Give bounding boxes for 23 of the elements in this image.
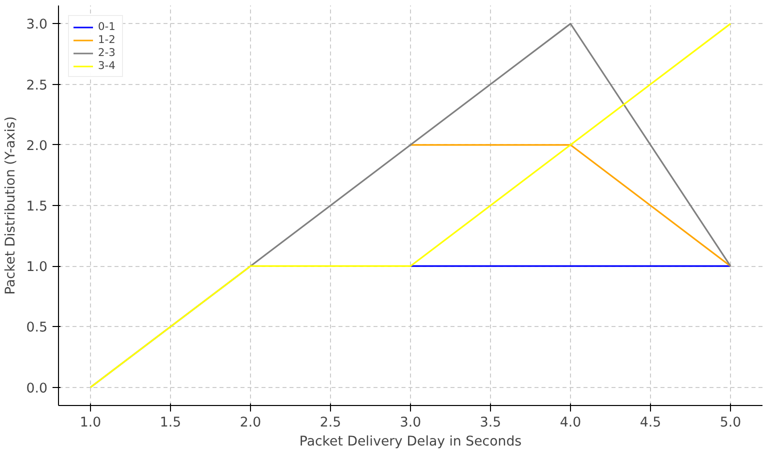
legend-label: 1-2 — [98, 33, 116, 46]
y-axis-title: Packet Distribution (Y-axis) — [3, 116, 18, 295]
x-tick-label: 5.0 — [720, 416, 742, 430]
x-tick-label: 2.0 — [240, 416, 262, 430]
x-tick-label: 4.5 — [640, 416, 662, 430]
y-tick-label: 0.5 — [26, 320, 48, 336]
y-tick-label: 1.0 — [26, 260, 48, 276]
y-tick-label: 1.5 — [26, 200, 48, 214]
y-tick-label: 0.0 — [26, 381, 48, 396]
x-tick-label: 2.5 — [320, 416, 342, 430]
x-axis-title: Packet Delivery Delay in Seconds — [299, 434, 522, 450]
y-tick-label: 2.0 — [26, 138, 48, 154]
legend-label: 3-4 — [98, 59, 116, 72]
y-tick-label: 2.5 — [26, 78, 48, 94]
x-tick-label: 1.5 — [160, 416, 182, 430]
y-tick-label: 3.0 — [26, 18, 48, 33]
legend-label: 0-1 — [98, 20, 116, 33]
x-tick-label: 3.0 — [400, 416, 422, 430]
x-tick-label: 1.0 — [80, 416, 102, 430]
legend-label: 2-3 — [98, 46, 116, 59]
line-series — [90, 22, 732, 388]
x-tick-label: 4.0 — [560, 416, 582, 430]
x-tick-label: 3.5 — [480, 416, 502, 430]
